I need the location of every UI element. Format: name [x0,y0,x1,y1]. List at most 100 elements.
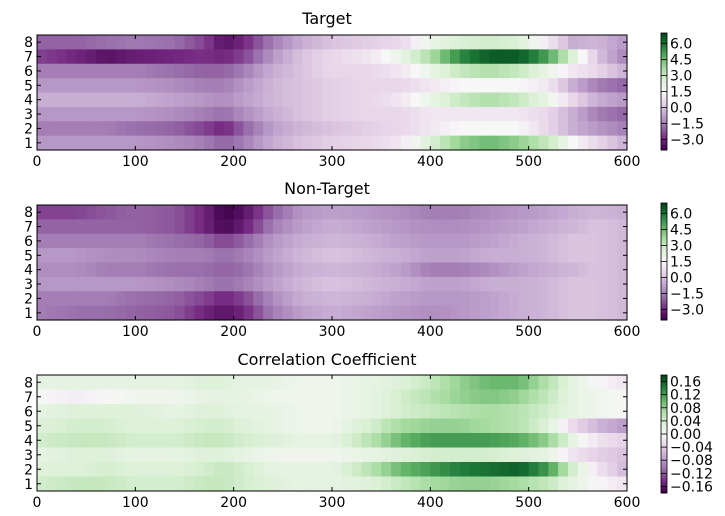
heatmap-cell [479,375,490,391]
heatmap-cell [37,92,48,108]
heatmap-cell [243,135,254,151]
heatmap-cell [115,389,127,405]
heatmap-cell [489,418,500,434]
heatmap-cells [37,375,628,492]
heatmap-cell [282,49,294,65]
heatmap-cell [351,35,363,50]
colorbar-segment [661,112,667,116]
heatmap-cell [135,462,146,478]
heatmap-cell [105,447,117,463]
heatmap-cell [86,305,97,321]
heatmap-cell [125,205,136,220]
colorbar-segment [661,286,667,290]
heatmap-cell [115,35,127,50]
heatmap-cell [105,248,117,264]
heatmap-cell [351,447,363,463]
colorbar-segment [661,451,667,455]
heatmap-cell [312,49,323,65]
heatmap-cell [548,49,559,65]
heatmap-cell [263,63,274,79]
heatmap-cell [312,35,323,50]
heatmap-cell [371,63,382,79]
heatmap-cell [76,121,87,137]
heatmap-cell [351,462,363,478]
heatmap-cell [440,92,451,108]
colorbar-segment [661,275,667,278]
colorbar-segment [661,282,667,286]
heatmap-cell [96,291,107,307]
heatmap-cell [577,262,589,278]
colorbar-segment [661,46,667,50]
heatmap-cell [410,404,422,420]
heatmap-cell [391,219,402,235]
heatmap-cell [243,78,254,94]
heatmap-cell [450,476,461,492]
y-tick-label: 4 [24,263,33,279]
heatmap-cell [115,205,127,220]
heatmap-cell [233,262,245,278]
y-tick-label: 8 [24,35,33,51]
heatmap-cell [479,262,490,278]
heatmap-cell [145,305,156,321]
heatmap-cell [351,375,363,391]
heatmap-cell [538,49,549,65]
heatmap-cell [499,462,510,478]
heatmap-cell [469,462,481,478]
heatmap-cell [469,305,481,321]
heatmap-cell [607,233,618,249]
heatmap-cell [253,92,264,108]
heatmap-cell [430,205,441,220]
heatmap-cell [233,233,245,249]
heatmap-cell [115,404,127,420]
heatmap-cell [381,418,392,434]
y-tick-label: 8 [24,205,33,221]
heatmap-cell [450,121,461,137]
heatmap-cell [214,248,225,264]
heatmap-cell [459,135,471,151]
heatmap-cell [617,462,628,478]
heatmap-cell [607,106,618,122]
heatmap-cell [46,233,58,249]
y-tick-label: 7 [24,220,33,236]
heatmap-cell [164,389,176,405]
heatmap-cell [96,121,107,137]
heatmap-cell [174,462,186,478]
colorbar-segment [661,491,667,494]
heatmap-cell [371,49,382,65]
colorbar-segment [661,240,667,243]
heatmap-cell [135,219,146,235]
y-tick-label: 4 [24,93,33,109]
heatmap-cell [204,375,215,391]
heatmap-cell [548,35,559,50]
heatmap-cell [440,248,451,264]
heatmap-cell [282,135,294,151]
colorbar-segment [661,479,667,482]
heatmap-cell [155,92,166,108]
heatmap-cell [194,63,205,79]
heatmap-cell [538,276,549,292]
heatmap-cell [204,121,215,137]
heatmap-cell [528,106,540,122]
heatmap-cell [145,219,156,235]
heatmap-cell [518,121,530,137]
heatmap-cell [459,447,471,463]
heatmap-cell [420,462,431,478]
heatmap-cell [420,78,431,94]
heatmap-cell [312,291,323,307]
heatmap-cell [194,121,205,137]
heatmap-cell [469,389,481,405]
heatmap-cell [194,262,205,278]
heatmap-cell [577,35,589,50]
heatmap-cell [489,92,500,108]
heatmap-cell [538,375,549,391]
heatmap-cell [302,35,313,50]
colorbar-segment [661,467,667,470]
heatmap-cell [587,291,599,307]
heatmap-cell [568,233,579,249]
heatmap-cell [381,447,392,463]
heatmap-cell [361,404,372,420]
heatmap-cell [587,135,599,151]
heatmap-cell [548,121,559,137]
colorbar-segment [661,85,667,89]
colorbar-segment [661,388,667,392]
